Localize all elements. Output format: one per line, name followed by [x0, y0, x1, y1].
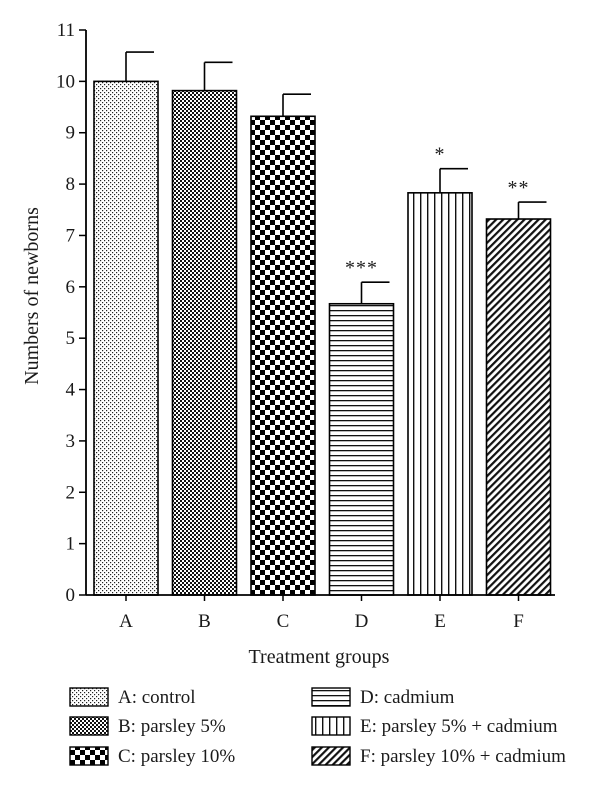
bar-b [171, 89, 238, 596]
bar-f [485, 218, 552, 596]
y-axis-title: Numbers of newborns [21, 207, 43, 385]
y-tick-label: 7 [66, 225, 76, 246]
legend-label: F: parsley 10% + cadmium [360, 746, 566, 767]
y-tick-label: 0 [66, 585, 76, 606]
y-tick-label: 11 [57, 20, 75, 41]
x-tick-label-c: C [277, 611, 290, 632]
bar-e [407, 192, 473, 596]
bar-a [93, 80, 159, 596]
plot-area: A B C *** D * E ** F 0 1 2 3 4 5 6 7 8 9 10 11 [56, 20, 555, 632]
legend-swatch-diagonal [311, 746, 351, 766]
legend-swatch-vertical [311, 716, 351, 736]
y-tick-label: 3 [66, 431, 76, 452]
y-tick-label: 2 [66, 482, 76, 503]
legend-swatch-checker [69, 746, 109, 766]
x-tick-label-e: E [434, 611, 446, 632]
y-tick-label: 1 [66, 534, 76, 555]
significance-label-d: *** [345, 257, 378, 279]
y-tick-label: 9 [66, 123, 76, 144]
x-tick-label-a: A [119, 611, 133, 632]
legend-label: E: parsley 5% + cadmium [360, 716, 558, 737]
legend: A: control B: parsley 5% C: parsley 10% D: … [69, 687, 566, 767]
x-tick-label-d: D [355, 611, 369, 632]
x-tick-label-b: B [198, 611, 211, 632]
bar-d [328, 302, 395, 596]
y-tick-label: 8 [66, 174, 76, 195]
legend-label: A: control [118, 687, 196, 708]
legend-label: B: parsley 5% [118, 716, 226, 737]
y-tick-label: 4 [66, 380, 76, 401]
legend-label: D: cadmium [360, 687, 455, 708]
y-tick-label: 5 [66, 328, 76, 349]
bar-c [250, 115, 316, 596]
legend-swatch-dots [69, 687, 109, 707]
y-tick-label: 10 [56, 71, 75, 92]
significance-label-e: * [435, 144, 446, 166]
x-tick-label-f: F [513, 611, 524, 632]
legend-label: C: parsley 10% [118, 746, 235, 767]
x-axis-title: Treatment groups [249, 646, 390, 668]
legend-swatch-horizontal [311, 687, 351, 707]
significance-label-f: ** [508, 177, 530, 199]
legend-swatch-fine-check [69, 716, 109, 736]
y-tick-label: 6 [66, 277, 76, 298]
